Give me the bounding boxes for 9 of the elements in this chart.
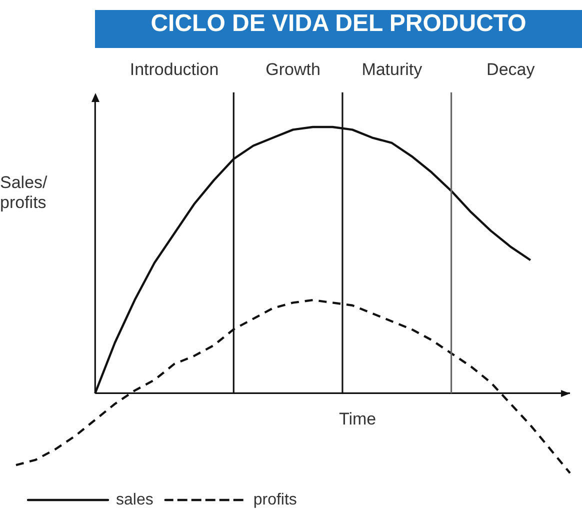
x-tick-label: Introduction <box>130 60 219 79</box>
chart-title: CICLO DE VIDA DEL PRODUCTO <box>95 10 582 48</box>
x-axis-title: Time <box>338 409 376 428</box>
x-tick-label: Growth <box>266 60 320 79</box>
x-tick-label: Maturity <box>362 60 423 79</box>
legend-label: sales <box>116 491 154 508</box>
x-tick-label: Decay <box>486 60 536 79</box>
y-axis-title: Sales/ profits <box>0 173 48 212</box>
legend-label: profits <box>253 491 297 508</box>
